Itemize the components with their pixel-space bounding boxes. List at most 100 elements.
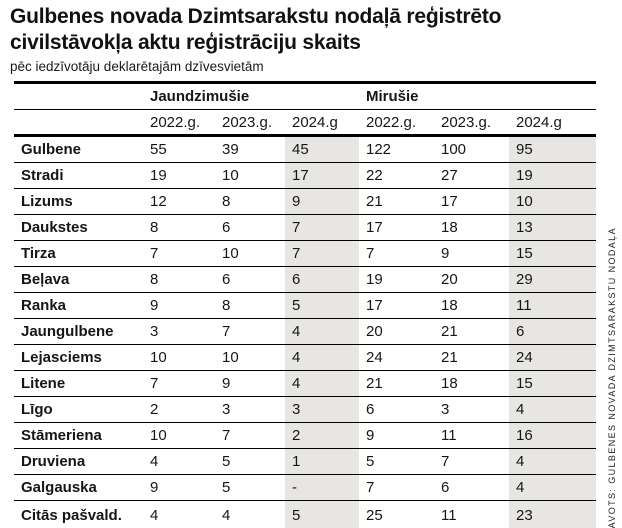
value-mirusie-2022: 20 — [366, 323, 383, 340]
table-row: Daukstes 8 6 7 17 18 13 — [14, 215, 596, 241]
row-label: Jaungulbene — [21, 323, 114, 340]
table-row: Jaungulbene 3 7 4 20 21 6 — [14, 319, 596, 345]
value-jaundzimusie-2023: 8 — [222, 297, 231, 314]
table-row: Druviena 4 5 1 5 7 4 — [14, 449, 596, 475]
year-header-mirusie-2022: 2022.g. — [366, 113, 417, 131]
table-row: Stāmeriena 10 7 2 9 11 16 — [14, 423, 596, 449]
value-jaundzimusie-2022: 7 — [150, 375, 159, 392]
value-mirusie-2023: 9 — [441, 245, 450, 262]
value-mirusie-2022: 19 — [366, 271, 383, 288]
value-mirusie-2023: 18 — [441, 297, 458, 314]
value-jaundzimusie-2022: 9 — [150, 297, 159, 314]
value-jaundzimusie-2022: 4 — [150, 506, 159, 524]
row-label: Tirza — [21, 245, 56, 262]
value-mirusie-2023: 7 — [441, 453, 450, 470]
value-jaundzimusie-2022: 7 — [150, 245, 159, 262]
value-jaundzimusie-2024: 3 — [285, 397, 359, 422]
value-jaundzimusie-2024: 6 — [285, 267, 359, 292]
value-jaundzimusie-2023: 4 — [222, 506, 231, 524]
row-label: Galgauska — [21, 479, 97, 496]
page-title: Gulbenes novada Dzimtsarakstu nodaļā reģ… — [10, 4, 501, 56]
value-mirusie-2024: 19 — [509, 163, 596, 188]
table-row: Ranka 9 8 5 17 18 11 — [14, 293, 596, 319]
value-mirusie-2024: 4 — [509, 449, 596, 474]
value-jaundzimusie-2023: 8 — [222, 193, 231, 210]
year-header-mirusie-2024: 2024.g — [516, 113, 562, 131]
value-jaundzimusie-2024: 5 — [285, 501, 359, 528]
value-jaundzimusie-2024: 1 — [285, 449, 359, 474]
value-jaundzimusie-2023: 6 — [222, 271, 231, 288]
value-jaundzimusie-2023: 39 — [222, 141, 239, 158]
row-label: Citās pašvald. — [21, 506, 122, 524]
value-jaundzimusie-2023: 10 — [222, 349, 239, 366]
value-jaundzimusie-2023: 10 — [222, 245, 239, 262]
value-mirusie-2024: 29 — [509, 267, 596, 292]
value-jaundzimusie-2024: 9 — [285, 189, 359, 214]
table-row: Gulbene 55 39 45 122 100 95 — [14, 137, 596, 163]
group-header-jaundzimusie: Jaundzimušie — [150, 88, 250, 105]
value-mirusie-2023: 3 — [441, 401, 450, 418]
value-jaundzimusie-2022: 8 — [150, 271, 159, 288]
row-label: Gulbene — [21, 141, 82, 158]
group-header-spacer — [14, 84, 143, 109]
value-mirusie-2022: 21 — [366, 193, 383, 210]
value-mirusie-2022: 5 — [366, 453, 375, 470]
value-mirusie-2024: 24 — [509, 345, 596, 370]
value-jaundzimusie-2024: 4 — [285, 345, 359, 370]
data-table: Jaundzimušie Mirušie 2022.g. 2023.g. 202… — [14, 81, 596, 528]
row-label: Lejasciems — [21, 349, 102, 366]
value-jaundzimusie-2024: 7 — [285, 215, 359, 240]
value-mirusie-2023: 18 — [441, 219, 458, 236]
year-header-jaundzimusie-2024: 2024.g — [292, 113, 338, 131]
value-mirusie-2023: 17 — [441, 193, 458, 210]
value-mirusie-2022: 7 — [366, 479, 375, 496]
value-mirusie-2022: 17 — [366, 219, 383, 236]
value-mirusie-2022: 7 — [366, 245, 375, 262]
value-mirusie-2024: 13 — [509, 215, 596, 240]
table-row: Līgo 2 3 3 6 3 4 — [14, 397, 596, 423]
table-row: Lejasciems 10 10 4 24 21 24 — [14, 345, 596, 371]
year-header-jaundzimusie-2022: 2022.g. — [150, 113, 201, 131]
value-jaundzimusie-2024: 5 — [285, 293, 359, 318]
value-jaundzimusie-2024: 7 — [285, 241, 359, 266]
table-row: Beļava 8 6 6 19 20 29 — [14, 267, 596, 293]
value-mirusie-2023: 27 — [441, 167, 458, 184]
value-mirusie-2023: 18 — [441, 375, 458, 392]
value-jaundzimusie-2022: 3 — [150, 323, 159, 340]
table-row: Tirza 7 10 7 7 9 15 — [14, 241, 596, 267]
table-row: Galgauska 9 5 - 7 6 4 — [14, 475, 596, 501]
value-mirusie-2024: 10 — [509, 189, 596, 214]
value-jaundzimusie-2024: - — [285, 475, 359, 500]
value-jaundzimusie-2024: 4 — [285, 319, 359, 344]
table-body: Gulbene 55 39 45 122 100 95 Stradi 19 10… — [14, 137, 596, 528]
table-row: Litene 7 9 4 21 18 15 — [14, 371, 596, 397]
value-mirusie-2022: 22 — [366, 167, 383, 184]
value-mirusie-2024: 15 — [509, 371, 596, 396]
value-mirusie-2024: 16 — [509, 423, 596, 448]
value-mirusie-2024: 15 — [509, 241, 596, 266]
year-header-row: 2022.g. 2023.g. 2024.g 2022.g. 2023.g. 2… — [14, 110, 596, 137]
value-jaundzimusie-2022: 10 — [150, 349, 167, 366]
table-row: Stradi 19 10 17 22 27 19 — [14, 163, 596, 189]
row-label: Litene — [21, 375, 66, 392]
table-row: Citās pašvald. 4 4 5 25 11 23 — [14, 501, 596, 528]
value-jaundzimusie-2023: 5 — [222, 479, 231, 496]
row-label: Lizums — [21, 193, 73, 210]
page-title-line-1: Gulbenes novada Dzimtsarakstu nodaļā reģ… — [10, 5, 502, 28]
value-jaundzimusie-2024: 4 — [285, 371, 359, 396]
value-jaundzimusie-2023: 5 — [222, 453, 231, 470]
row-label: Stradi — [21, 167, 64, 184]
value-jaundzimusie-2023: 9 — [222, 375, 231, 392]
value-mirusie-2022: 122 — [366, 141, 392, 158]
value-jaundzimusie-2022: 55 — [150, 141, 167, 158]
value-jaundzimusie-2022: 8 — [150, 219, 159, 236]
group-header-row: Jaundzimušie Mirušie — [14, 84, 596, 110]
value-mirusie-2024: 4 — [509, 475, 596, 500]
value-mirusie-2024: 95 — [509, 137, 596, 162]
source-credit: AVOTS: GULBENES NOVADA DZIMTSARAKSTU NOD… — [607, 226, 617, 528]
value-jaundzimusie-2023: 6 — [222, 219, 231, 236]
group-header-mirusie: Mirušie — [366, 88, 419, 105]
table-row: Lizums 12 8 9 21 17 10 — [14, 189, 596, 215]
value-mirusie-2022: 6 — [366, 401, 375, 418]
